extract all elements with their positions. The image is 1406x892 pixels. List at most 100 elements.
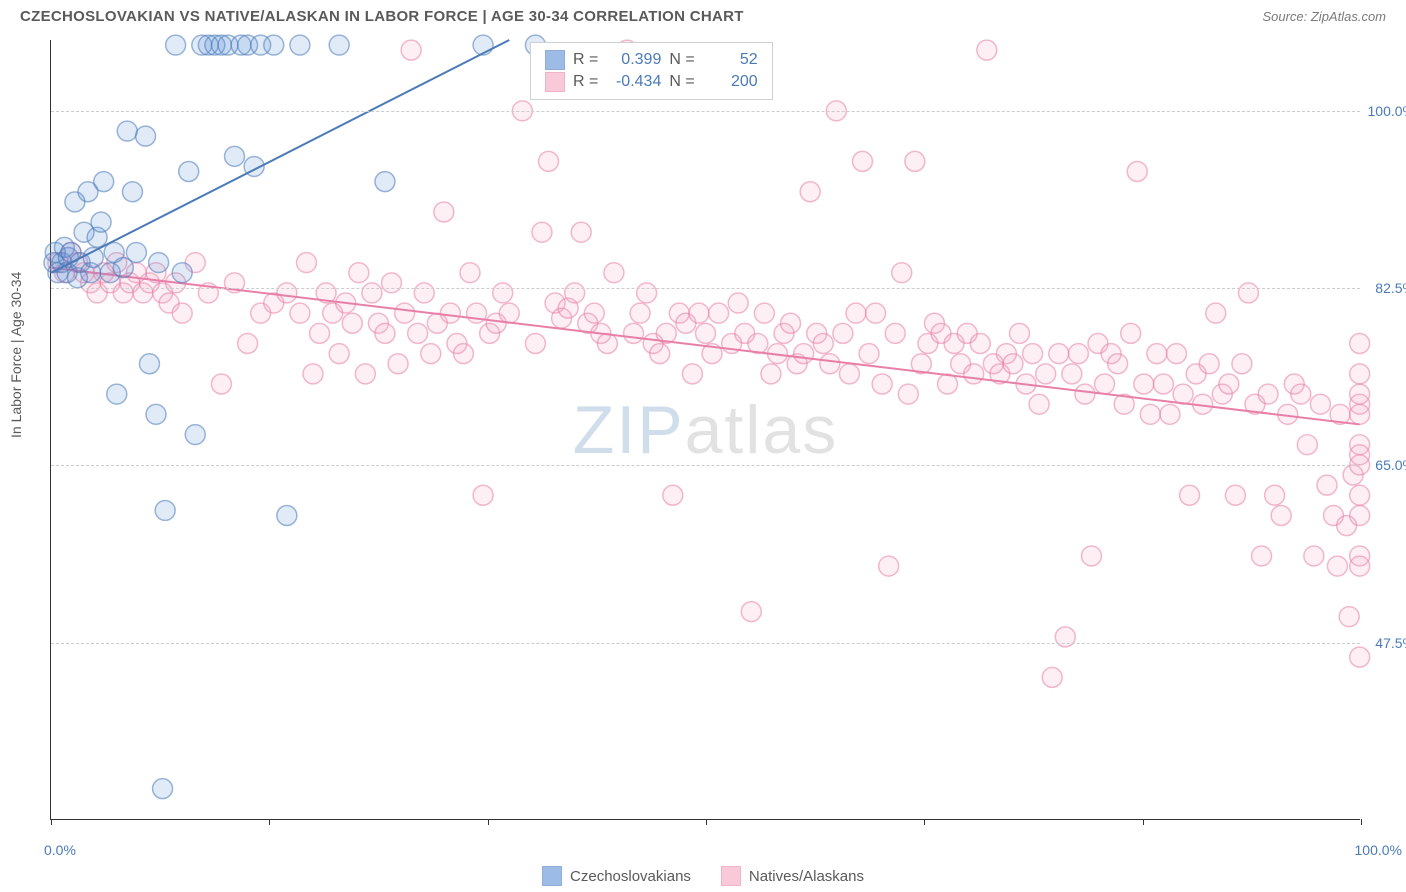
- scatter-point: [1339, 607, 1359, 627]
- scatter-point: [117, 121, 137, 141]
- scatter-point: [1350, 404, 1370, 424]
- scatter-point: [800, 182, 820, 202]
- scatter-point: [434, 202, 454, 222]
- legend-swatch-natives: [545, 72, 565, 92]
- scatter-point: [1180, 485, 1200, 505]
- scatter-point: [277, 283, 297, 303]
- scatter-point: [872, 374, 892, 394]
- scatter-point: [565, 283, 585, 303]
- scatter-point: [296, 253, 316, 273]
- x-tick-min: 0.0%: [44, 842, 76, 858]
- scatter-point: [1350, 384, 1370, 404]
- legend-label: Czechoslovakians: [570, 868, 691, 885]
- scatter-point: [597, 334, 617, 354]
- scatter-point: [1121, 323, 1141, 343]
- x-tick: [924, 819, 925, 825]
- scatter-point: [401, 40, 421, 60]
- scatter-point: [1068, 344, 1088, 364]
- scatter-point: [1258, 384, 1278, 404]
- scatter-point: [1350, 556, 1370, 576]
- scatter-point: [833, 323, 853, 343]
- scatter-point: [650, 344, 670, 364]
- scatter-point: [682, 364, 702, 384]
- legend-swatch-icon: [542, 866, 562, 886]
- scatter-point: [329, 344, 349, 364]
- scatter-point: [741, 602, 761, 622]
- scatter-point: [1173, 384, 1193, 404]
- scatter-point: [1310, 394, 1330, 414]
- regression-line: [51, 40, 509, 273]
- r-label: R =: [573, 73, 598, 91]
- scatter-point: [1238, 283, 1258, 303]
- scatter-point: [813, 334, 833, 354]
- x-tick: [269, 819, 270, 825]
- scatter-point: [211, 374, 231, 394]
- r-value-2: -0.434: [606, 73, 661, 91]
- scatter-point: [1350, 364, 1370, 384]
- scatter-point: [709, 303, 729, 323]
- scatter-point: [1317, 475, 1337, 495]
- scatter-point: [1199, 354, 1219, 374]
- scatter-point: [277, 506, 297, 526]
- scatter-point: [473, 485, 493, 505]
- scatter-point: [892, 263, 912, 283]
- scatter-point: [1062, 364, 1082, 384]
- scatter-point: [1055, 627, 1075, 647]
- n-label: N =: [669, 73, 694, 91]
- scatter-point: [846, 303, 866, 323]
- n-value-2: 200: [703, 73, 758, 91]
- scatter-point: [408, 323, 428, 343]
- scatter-point: [1075, 384, 1095, 404]
- scatter-point: [172, 263, 192, 283]
- x-tick: [1361, 819, 1362, 825]
- scatter-point: [696, 323, 716, 343]
- scatter-point: [853, 151, 873, 171]
- scatter-point: [905, 151, 925, 171]
- scatter-point: [91, 212, 111, 232]
- scatter-point: [1023, 344, 1043, 364]
- chart-plot-area: ZIPatlas 47.5%65.0%82.5%100.0%: [50, 40, 1360, 820]
- scatter-point: [185, 425, 205, 445]
- x-tick: [51, 819, 52, 825]
- y-tick-label: 47.5%: [1375, 635, 1406, 651]
- scatter-point: [1042, 667, 1062, 687]
- scatter-point: [820, 354, 840, 374]
- scatter-point: [1036, 364, 1056, 384]
- scatter-point: [794, 344, 814, 364]
- scatter-point: [225, 146, 245, 166]
- scatter-point: [155, 500, 175, 520]
- scatter-point: [1252, 546, 1272, 566]
- scatter-point: [460, 263, 480, 283]
- scatter-point: [94, 172, 114, 192]
- scatter-point: [1081, 546, 1101, 566]
- scatter-point: [1327, 556, 1347, 576]
- scatter-point: [1219, 374, 1239, 394]
- correlation-legend: R = 0.399 N = 52 R = -0.434 N = 200: [530, 42, 773, 100]
- scatter-point: [728, 293, 748, 313]
- scatter-svg: [51, 40, 1360, 819]
- series-legend: Czechoslovakians Natives/Alaskans: [542, 866, 864, 886]
- scatter-point: [473, 35, 493, 55]
- scatter-point: [362, 283, 382, 303]
- scatter-point: [1225, 485, 1245, 505]
- scatter-point: [493, 283, 513, 303]
- scatter-point: [146, 404, 166, 424]
- scatter-point: [375, 172, 395, 192]
- scatter-point: [1153, 374, 1173, 394]
- scatter-point: [1140, 404, 1160, 424]
- scatter-point: [898, 384, 918, 404]
- scatter-point: [139, 354, 159, 374]
- legend-swatch-icon: [721, 866, 741, 886]
- legend-item-czechoslovakians: Czechoslovakians: [542, 866, 691, 886]
- scatter-point: [1003, 354, 1023, 374]
- scatter-point: [1049, 344, 1069, 364]
- scatter-point: [172, 303, 192, 323]
- x-tick: [1143, 819, 1144, 825]
- scatter-point: [1160, 404, 1180, 424]
- scatter-point: [879, 556, 899, 576]
- scatter-point: [179, 162, 199, 182]
- scatter-point: [938, 374, 958, 394]
- scatter-point: [303, 364, 323, 384]
- scatter-point: [1350, 647, 1370, 667]
- gridline-h: [51, 643, 1360, 644]
